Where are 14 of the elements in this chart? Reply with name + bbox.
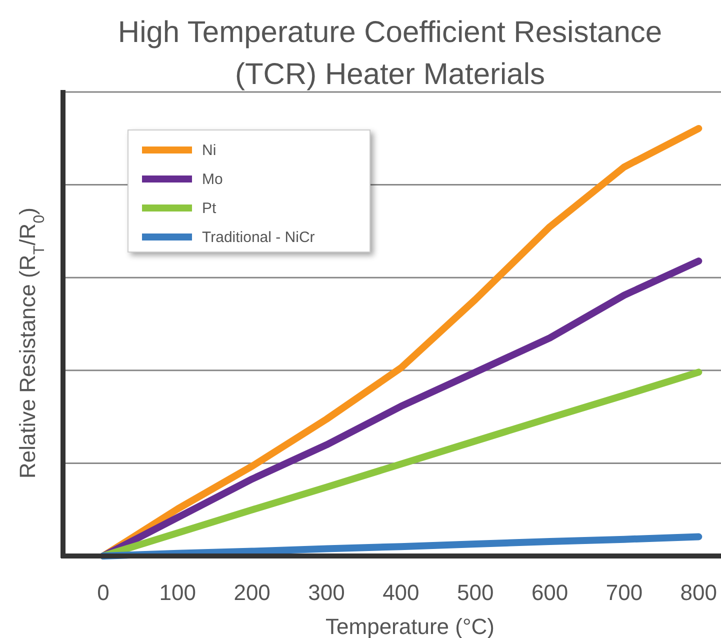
chart-title: High Temperature Coefficient Resistance (TCR) Heater Materials [118,16,662,91]
x-tick-label: 800 [680,580,718,605]
legend-label: Ni [202,142,216,159]
x-tick-label: 500 [457,580,494,605]
x-tick-label: 400 [382,580,420,605]
x-tick-label: 200 [234,580,270,605]
x-tick-label: 100 [159,580,196,605]
legend-label: Traditional - NiCr [202,229,315,246]
x-tick-label: 700 [606,580,643,605]
x-tick-label: 0 [97,580,110,605]
legend-label: Pt [202,200,218,217]
legend-label: Mo [202,171,223,188]
x-tick-label: 600 [531,580,568,605]
x-tick-label: 300 [308,580,345,605]
